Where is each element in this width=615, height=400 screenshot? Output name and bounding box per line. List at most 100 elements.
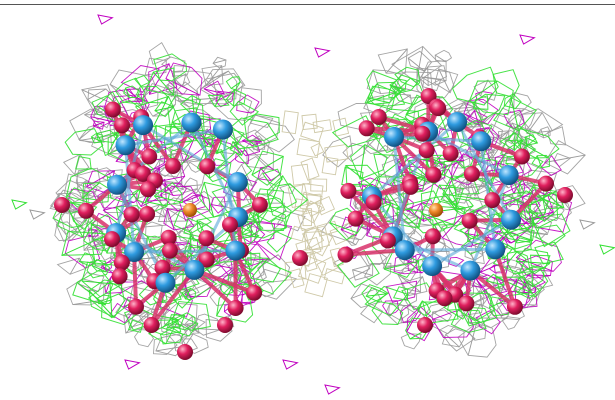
oxygen-atom-sphere — [337, 246, 354, 263]
oxygen-atom-sphere — [370, 109, 387, 125]
bridge-mesh-cell — [281, 110, 299, 135]
mesh-cell-total — [381, 154, 415, 185]
mesh-cell-positive — [127, 319, 144, 333]
oxygen-atom-sphere — [143, 317, 160, 333]
mesh-cell-total — [142, 87, 147, 109]
mesh-cell-positive — [213, 235, 259, 244]
mesh-cell-positive — [266, 175, 298, 209]
mesh-cell-total — [407, 50, 433, 72]
mesh-cell-total — [162, 205, 189, 222]
mesh-cell-negative — [431, 307, 475, 338]
bridge-mesh-cell — [332, 117, 350, 137]
oxygen-atom-sphere — [292, 250, 308, 266]
mesh-cell-positive — [457, 289, 498, 327]
mesh-cell-positive — [438, 184, 458, 209]
metal-bond — [115, 231, 196, 272]
mesh-cell-positive — [81, 280, 122, 286]
mesh-cell-positive — [173, 208, 213, 234]
mesh-cell-total — [553, 152, 572, 168]
mesh-cell-negative — [163, 208, 195, 231]
oxygen-atom-sphere — [139, 206, 156, 222]
stray-mesh-fragment — [519, 34, 536, 45]
mesh-cell-negative — [260, 167, 272, 181]
oxygen-atom-sphere — [160, 229, 177, 246]
mesh-cell-total — [173, 93, 190, 108]
mesh-cell-total — [350, 288, 376, 299]
oxygen-atom-sphere — [340, 182, 357, 199]
mesh-cell-positive — [229, 100, 260, 126]
mesh-cell-positive — [518, 277, 536, 298]
mesh-cell-total — [153, 335, 178, 355]
mesh-cell-positive — [52, 202, 98, 229]
mesh-cell-positive — [336, 249, 380, 288]
stray-mesh-fragment — [124, 359, 141, 370]
mesh-cell-total — [254, 122, 295, 153]
oxygen-atom-sphere — [425, 166, 442, 183]
mesh-cell-positive — [114, 77, 146, 105]
mesh-cell-positive — [516, 260, 550, 265]
mesh-cell-positive — [366, 293, 387, 297]
mesh-cell-positive — [232, 141, 243, 156]
mesh-cell-positive — [417, 300, 423, 312]
metal-bond — [125, 128, 224, 147]
mesh-cell-negative — [242, 140, 262, 142]
mesh-cell-total — [383, 261, 414, 269]
mesh-cell-negative — [183, 194, 202, 203]
mesh-cell-total — [196, 72, 244, 105]
mesh-cell-total — [501, 316, 521, 330]
metal-bond — [371, 120, 459, 198]
mesh-cell-total — [491, 148, 500, 159]
mesh-cell-total — [499, 130, 510, 140]
oxygen-atom-sphere — [557, 187, 573, 203]
oxygen-atom-sphere — [54, 197, 70, 213]
bridge-mesh-cell — [296, 138, 321, 159]
mesh-cell-total — [241, 164, 253, 187]
oxygen-atom-sphere — [227, 300, 244, 316]
mesh-cell-positive — [72, 268, 114, 306]
oxygen-atom-sphere — [506, 298, 523, 315]
mesh-cell-positive — [214, 95, 222, 107]
mesh-cell-negative — [502, 182, 534, 207]
metal-atom-sphere — [181, 112, 202, 133]
oxygen-atom-sphere — [251, 196, 268, 213]
oxygen-atom-sphere — [402, 178, 419, 195]
mesh-cell-total — [400, 333, 422, 350]
mesh-cell-negative — [235, 149, 250, 165]
mesh-cell-total — [248, 268, 298, 300]
mesh-cell-negative — [393, 254, 418, 275]
mesh-cell-positive — [524, 136, 538, 144]
mesh-cell-negative — [516, 257, 554, 272]
mesh-cell-positive — [453, 292, 496, 322]
stray-mesh-fragments — [11, 14, 615, 395]
mesh-cell-total — [537, 126, 551, 139]
oxygen-atom-sphere — [365, 194, 382, 211]
mesh-cell-total — [509, 194, 513, 207]
mesh-cell-total — [172, 188, 206, 209]
stray-mesh-fragment — [29, 209, 46, 220]
mesh-cell-negative — [238, 269, 244, 284]
oxygen-atom-sphere — [134, 165, 151, 182]
mesh-cell-positive — [267, 183, 309, 220]
mesh-cell-positive — [492, 69, 520, 98]
mesh-cell-negative — [475, 310, 501, 335]
metal-atom-sphere — [485, 239, 506, 260]
mesh-cell-positive — [266, 230, 292, 253]
metal-atom-sphere — [212, 119, 233, 140]
mesh-cell-total — [434, 49, 453, 63]
mesh-cell-total — [445, 334, 460, 348]
metal-atom-sphere — [460, 260, 481, 281]
metal-atom-sphere — [447, 112, 468, 132]
mesh-cell-negative — [106, 93, 150, 126]
mesh-cell-positive — [153, 182, 184, 206]
mesh-cell-positive — [262, 168, 283, 186]
oxygen-atom-sphere — [538, 175, 554, 192]
viewer-top-border — [0, 4, 615, 5]
mesh-cell-total — [385, 48, 408, 74]
bond — [346, 188, 395, 239]
mesh-cell-positive — [349, 143, 388, 180]
metal-bond — [392, 136, 407, 251]
mesh-cell-total — [470, 250, 485, 265]
mesh-cell-positive — [450, 309, 487, 334]
